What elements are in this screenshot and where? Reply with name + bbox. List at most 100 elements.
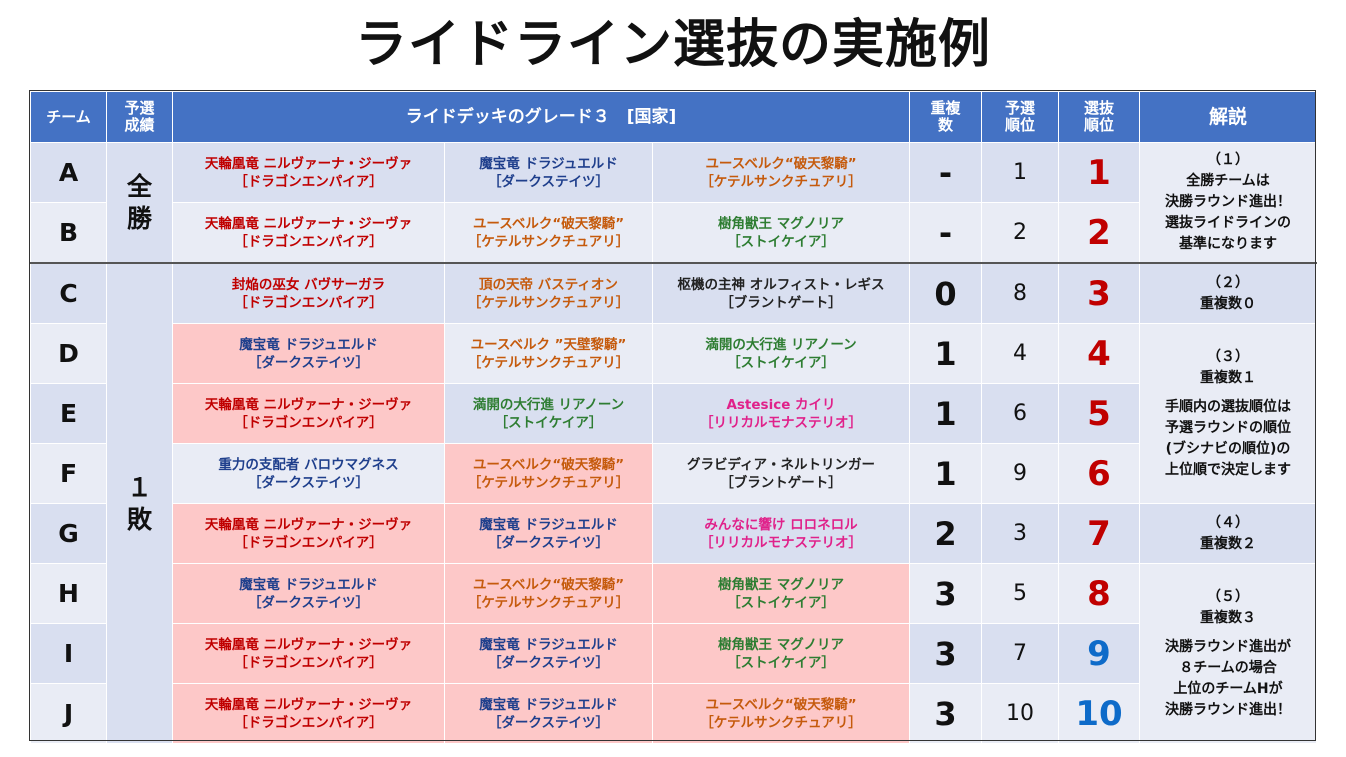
prelim-rank-cell: 10	[981, 683, 1059, 744]
dup-count-cell: 3	[909, 623, 982, 684]
deck-nation: ［リリカルモナステリオ］	[700, 534, 862, 551]
deck-name: 樹角獣王 マグノリア	[718, 636, 844, 653]
deck-nation: ［ドラゴンエンパイア］	[234, 714, 383, 731]
ride-line-table: チーム 予選 成績 ライドデッキのグレード３ [国家] 重複数 予選 順位 選抜 順位…	[30, 91, 1317, 744]
deck-cell: グラビディア・ネルトリンガー ［ブラントゲート］	[652, 443, 910, 504]
note-line: 重複数３	[1200, 609, 1256, 626]
deck-nation: ［ダークステイツ］	[247, 354, 370, 371]
prelim-rank-cell: 5	[981, 563, 1059, 624]
dup-count-cell: 1	[909, 383, 982, 444]
deck-nation: ［リリカルモナステリオ］	[700, 414, 862, 431]
deck-cell: 天輪凰竜 ニルヴァーナ・ジーヴァ ［ドラゴンエンパイア］	[172, 202, 445, 264]
note-line: 決勝ラウンド進出が	[1165, 638, 1291, 655]
deck-name: 天輪凰竜 ニルヴァーナ・ジーヴァ	[204, 696, 413, 713]
select-rank-cell: 9	[1058, 623, 1140, 684]
deck-name: 魔宝竜 ドラジュエルド	[479, 636, 618, 653]
deck-name: 樹角獣王 マグノリア	[718, 215, 844, 232]
select-rank-cell: 8	[1058, 563, 1140, 624]
table-row: I 天輪凰竜 ニルヴァーナ・ジーヴァ ［ドラゴンエンパイア］ 魔宝竜 ドラジュエルド ［…	[30, 623, 1317, 684]
header-select-rank: 選抜 順位	[1058, 91, 1140, 143]
deck-cell: ユースベルク“破天黎騎” ［ケテルサンクチュアリ］	[652, 683, 910, 744]
deck-nation: ［ケテルサンクチュアリ］	[700, 714, 862, 731]
deck-name: 魔宝竜 ドラジュエルド	[479, 516, 618, 533]
select-rank-cell: 2	[1058, 202, 1140, 264]
header-team: チーム	[30, 91, 107, 143]
deck-cell: 魔宝竜 ドラジュエルド ［ダークステイツ］	[444, 142, 653, 203]
note-line	[1141, 389, 1316, 397]
note-line: （５）	[1207, 588, 1249, 605]
note-cell: （１） 全勝チームは 決勝ラウンド進出！ 選抜ライドラインの 基準になります	[1139, 142, 1317, 264]
deck-nation: ［ダークステイツ］	[247, 594, 370, 611]
select-rank-cell: 7	[1058, 503, 1140, 564]
deck-nation: ［ストイケイア］	[727, 233, 835, 250]
deck-cell: みんなに響け ロロネロル ［リリカルモナステリオ］	[652, 503, 910, 564]
prelim-rank-cell: 4	[981, 323, 1059, 384]
table-row: G 天輪凰竜 ニルヴァーナ・ジーヴァ ［ドラゴンエンパイア］ 魔宝竜 ドラジュエルド ［…	[30, 503, 1317, 564]
dup-count-cell: 2	[909, 503, 982, 564]
select-rank-cell: 3	[1058, 262, 1140, 324]
deck-cell: 樹角獣王 マグノリア ［ストイケイア］	[652, 623, 910, 684]
deck-cell: 魔宝竜 ドラジュエルド ［ダークステイツ］	[444, 683, 653, 744]
prelim-result-cell: 全勝	[106, 142, 173, 264]
prelim-rank-cell: 9	[981, 443, 1059, 504]
dup-count-cell: -	[909, 202, 982, 264]
table-row: D 魔宝竜 ドラジュエルド ［ダークステイツ］ ユースベルク ”天壁黎騎” ［ケテルサン…	[30, 323, 1317, 504]
deck-cell: 魔宝竜 ドラジュエルド ［ダークステイツ］	[172, 323, 445, 384]
prelim-rank-cell: 6	[981, 383, 1059, 444]
prelim-rank-cell: 8	[981, 262, 1059, 324]
deck-name: ユースベルク“破天黎騎”	[705, 155, 857, 172]
note-line: 決勝ラウンド進出！	[1165, 701, 1291, 718]
deck-nation: ［ドラゴンエンパイア］	[234, 294, 383, 311]
deck-name: 天輪凰竜 ニルヴァーナ・ジーヴァ	[204, 155, 413, 172]
table-row: H 魔宝竜 ドラジュエルド ［ダークステイツ］ ユースベルク“破天黎騎” ［ケテルサンク…	[30, 563, 1317, 744]
deck-cell: 頂の天帝 バスティオン ［ケテルサンクチュアリ］	[444, 262, 653, 324]
note-line: 上位のチームHが	[1173, 680, 1283, 697]
note-line: 重複数０	[1200, 295, 1256, 312]
deck-cell: 満開の大行進 リアノーン ［ストイケイア］	[652, 323, 910, 384]
note-line: (ブシナビの順位)の	[1165, 440, 1291, 457]
deck-nation: ［ケテルサンクチュアリ］	[467, 294, 630, 311]
deck-nation: ［ドラゴンエンパイア］	[234, 654, 383, 671]
note-cell: （３） 重複数１ 手順内の選抜順位は 予選ラウンドの順位 (ブシナビの順位)の 上位順で…	[1139, 323, 1317, 504]
deck-cell: ユースベルク ”天壁黎騎” ［ケテルサンクチュアリ］	[444, 323, 653, 384]
deck-cell: ユースベルク“破天黎騎” ［ケテルサンクチュアリ］	[444, 443, 653, 504]
deck-name: ユースベルク“破天黎騎”	[472, 576, 625, 593]
note-line: （４）	[1207, 514, 1249, 531]
prelim-rank-cell: 3	[981, 503, 1059, 564]
note-cell: （２） 重複数０	[1139, 262, 1317, 324]
deck-name: みんなに響け ロロネロル	[704, 516, 858, 533]
header-prelim-result: 予選 成績	[106, 91, 173, 143]
deck-name: 天輪凰竜 ニルヴァーナ・ジーヴァ	[204, 516, 413, 533]
note-line: （２）	[1207, 274, 1249, 291]
note-line: 予選ラウンドの順位	[1165, 419, 1291, 436]
deck-cell: 天輪凰竜 ニルヴァーナ・ジーヴァ ［ドラゴンエンパイア］	[172, 683, 445, 744]
deck-nation: ［ブラントゲート］	[720, 294, 842, 311]
table-row: A 全勝天輪凰竜 ニルヴァーナ・ジーヴァ ［ドラゴンエンパイア］ 魔宝竜 ドラジュエル…	[30, 142, 1317, 264]
table-row: C １ 敗封焔の巫女 バヴサーガラ ［ドラゴンエンパイア］ 頂の天帝 バスティオン ［ケテ…	[30, 262, 1317, 744]
note-line	[1141, 629, 1316, 637]
deck-cell: 封焔の巫女 バヴサーガラ ［ドラゴンエンパイア］	[172, 262, 445, 324]
dup-count-cell: 0	[909, 262, 982, 324]
prelim-rank-cell: 2	[981, 202, 1059, 264]
deck-name: 満開の大行進 リアノーン	[705, 336, 857, 353]
select-rank-cell: 4	[1058, 323, 1140, 384]
team-cell: F	[30, 443, 107, 504]
team-cell: A	[30, 142, 107, 203]
note-cell: （４） 重複数２	[1139, 503, 1317, 564]
team-cell: I	[30, 623, 107, 684]
deck-cell: ユースベルク“破天黎騎” ［ケテルサンクチュアリ］	[444, 563, 653, 624]
deck-cell: ユースベルク“破天黎騎” ［ケテルサンクチュアリ］	[444, 202, 653, 264]
deck-name: 天輪凰竜 ニルヴァーナ・ジーヴァ	[204, 215, 413, 232]
select-rank-cell: 6	[1058, 443, 1140, 504]
deck-name: 封焔の巫女 バヴサーガラ	[231, 276, 386, 293]
deck-cell: 天輪凰竜 ニルヴァーナ・ジーヴァ ［ドラゴンエンパイア］	[172, 383, 445, 444]
prelim-rank-cell: 1	[981, 142, 1059, 203]
note-line: 上位順で決定します	[1165, 461, 1291, 478]
team-cell: J	[30, 683, 107, 744]
note-line: 全勝チームは	[1186, 173, 1270, 189]
note-line: ８チームの場合	[1179, 659, 1277, 676]
table-row: J 天輪凰竜 ニルヴァーナ・ジーヴァ ［ドラゴンエンパイア］ 魔宝竜 ドラジュエルド ［…	[30, 683, 1317, 744]
team-cell: E	[30, 383, 107, 444]
note-line: 基準になります	[1179, 236, 1277, 252]
